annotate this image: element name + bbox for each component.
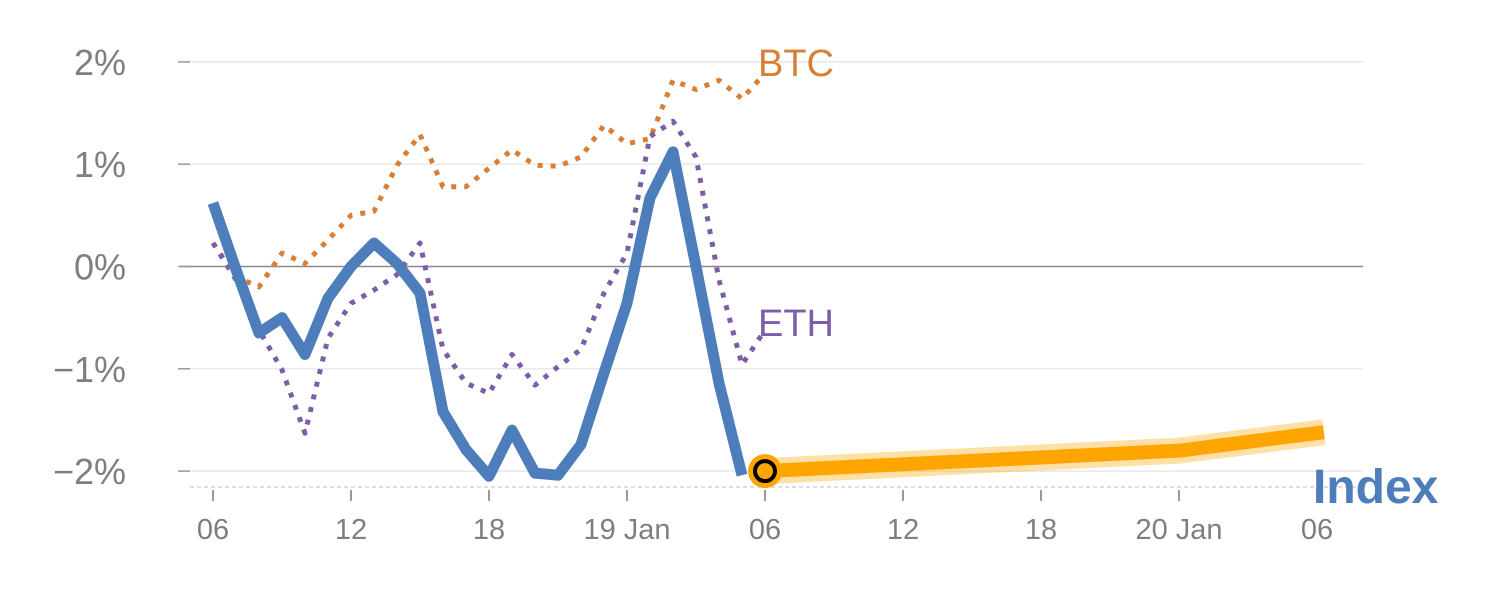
x-tick-label: 20 Jan (1135, 514, 1222, 546)
series-line-eth (210, 118, 768, 436)
x-tick-label: 18 (473, 514, 505, 546)
series-line-btc (210, 71, 767, 290)
series-line-index-forecast (764, 425, 1325, 479)
x-tick-label: 06 (1301, 514, 1333, 546)
x-tick-label: 12 (887, 514, 919, 546)
x-tick-label: 06 (749, 514, 781, 546)
series-label-eth: ETH (758, 303, 834, 345)
x-tick-label: 12 (335, 514, 367, 546)
y-tick-label: 1% (74, 144, 126, 185)
y-axis: 2% 1% 0% −1% −2% (53, 42, 190, 492)
series-line-index (207, 146, 748, 482)
gridlines (180, 61, 1363, 488)
current-point-marker (753, 459, 777, 484)
series-label-btc: BTC (758, 43, 834, 85)
y-tick-label: 0% (74, 247, 126, 288)
y-tick-label: −2% (53, 451, 126, 492)
series-lines (207, 71, 1326, 489)
y-tick-label: −1% (53, 349, 126, 390)
x-tick-label: 18 (1025, 514, 1057, 546)
x-tick-label: 19 Jan (583, 514, 670, 546)
x-tick-label: 06 (197, 514, 229, 546)
series-label-index: Index (1313, 461, 1439, 514)
y-tick-label: 2% (74, 42, 126, 83)
x-axis: 06 12 18 19 Jan 06 12 18 20 Jan 06 (197, 490, 1333, 546)
